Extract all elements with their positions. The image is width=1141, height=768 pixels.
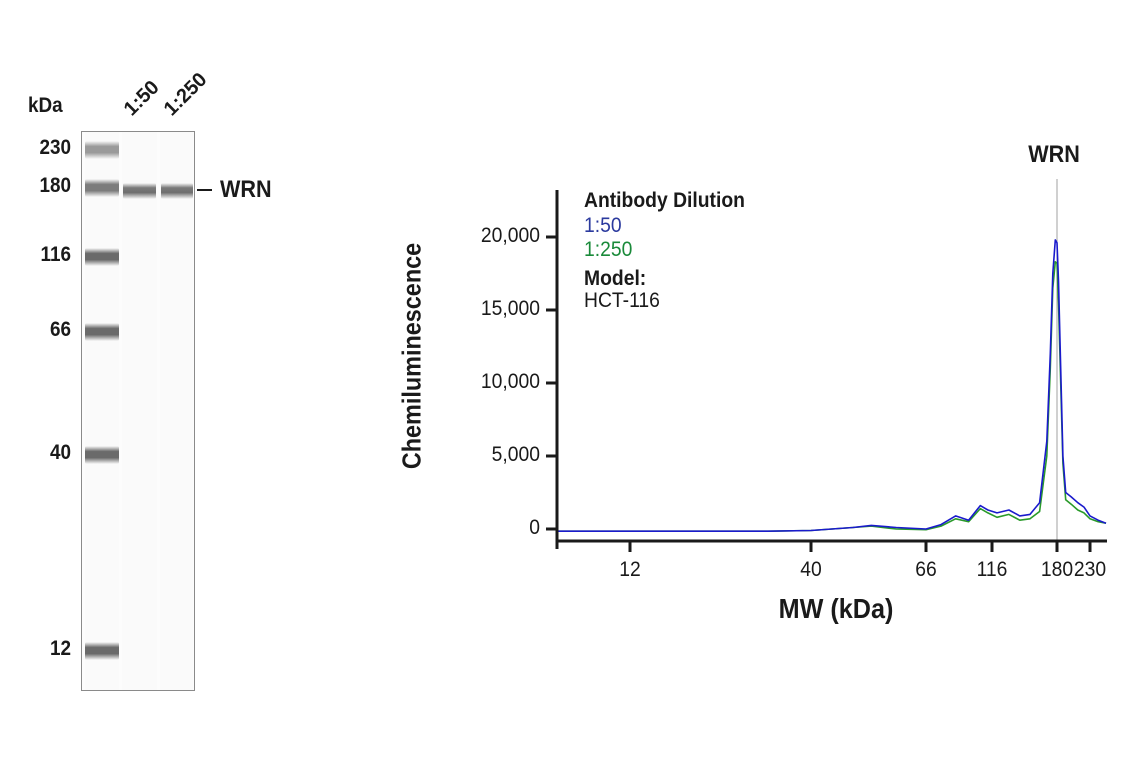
- sample-lane-2: [160, 132, 193, 690]
- legend-title: Antibody Dilution: [584, 189, 745, 212]
- x-tick-label: 12: [619, 558, 641, 581]
- ladder-band-40: [85, 446, 119, 464]
- marker-label-180: 180: [39, 174, 71, 197]
- ladder-band-230: [85, 141, 119, 159]
- marker-label-66: 66: [49, 318, 71, 341]
- x-tick-label: 230: [1073, 558, 1107, 581]
- ladder-band-66: [85, 323, 119, 341]
- marker-label-12: 12: [49, 637, 71, 660]
- peak-annotation-label: WRN: [1028, 141, 1080, 168]
- legend: Antibody Dilution 1:50 1:250 Model: HCT-…: [584, 188, 745, 312]
- series-lines: [557, 239, 1107, 533]
- x-axis-label: MW (kDa): [778, 593, 894, 624]
- axis-ticks: [546, 235, 1092, 552]
- wrn-pointer-line: [197, 189, 212, 191]
- y-tick-label: 15,000: [480, 297, 540, 320]
- ladder-lane: [85, 132, 119, 690]
- marker-label-116: 116: [40, 243, 71, 266]
- blot-image: [81, 131, 195, 691]
- ladder-band-12: [85, 642, 119, 660]
- legend-entry-1-50: 1:50: [584, 214, 622, 237]
- marker-label-230: 230: [39, 136, 71, 159]
- x-tick-label: 66: [915, 558, 937, 581]
- y-tick-label: 20,000: [480, 224, 540, 247]
- series-line-1-250: [557, 260, 1107, 533]
- ladder-band-180: [85, 179, 119, 197]
- y-tick-label: 5,000: [491, 443, 540, 466]
- x-tick-label: 180: [1040, 558, 1074, 581]
- wrn-target-label: WRN: [220, 176, 272, 203]
- sample-lane-1: [122, 132, 157, 690]
- y-tick-label: 0: [529, 516, 540, 539]
- wrn-band-1-50: [123, 183, 156, 199]
- legend-model-title: Model:: [584, 267, 647, 290]
- legend-entry-1-250: 1:250: [584, 238, 633, 261]
- ladder-band-116: [85, 248, 119, 266]
- y-tick-label: 10,000: [480, 370, 540, 393]
- x-tick-label: 116: [976, 558, 1008, 581]
- marker-label-40: 40: [49, 441, 71, 464]
- series-line-1-50: [557, 239, 1107, 533]
- wrn-band-1-250: [161, 183, 193, 199]
- legend-model-value: HCT-116: [584, 289, 660, 312]
- blot-unit-label: kDa: [28, 94, 63, 117]
- x-tick-label: 40: [800, 558, 822, 581]
